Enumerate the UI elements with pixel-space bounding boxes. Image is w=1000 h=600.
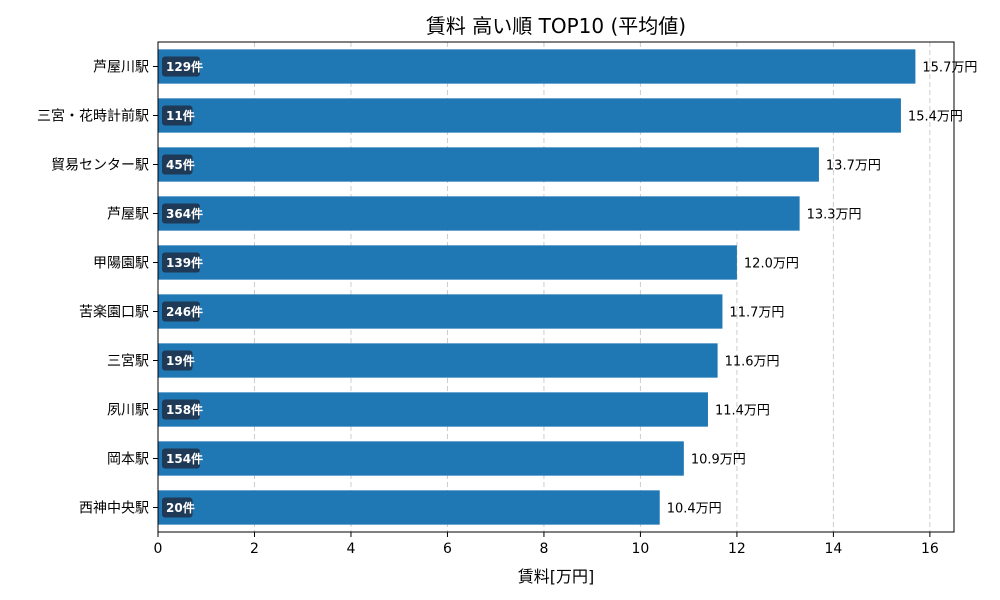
x-tick-label: 12 <box>728 541 746 557</box>
category-label: 苦楽園口駅 <box>79 305 149 321</box>
count-badge <box>162 154 193 175</box>
value-label: 12.0万円 <box>744 257 799 272</box>
bar <box>158 49 916 84</box>
count-badge <box>162 105 193 126</box>
value-label: 11.7万円 <box>729 306 784 321</box>
bar <box>158 392 708 427</box>
count-label: 158件 <box>166 402 203 417</box>
category-label: 西神中央駅 <box>79 501 149 517</box>
x-tick-label: 10 <box>632 541 650 557</box>
count-label: 129件 <box>166 59 203 74</box>
bar <box>158 343 718 378</box>
count-label: 20件 <box>166 500 195 515</box>
category-label: 岡本駅 <box>107 452 149 468</box>
value-label: 10.9万円 <box>691 453 746 468</box>
category-label: 夙川駅 <box>107 403 149 419</box>
bar <box>158 441 684 476</box>
x-tick-label: 6 <box>443 541 452 557</box>
x-axis-label: 賃料[万円] <box>518 567 595 586</box>
count-label: 19件 <box>166 353 195 368</box>
category-label: 貿易センター駅 <box>51 158 149 174</box>
bar <box>158 196 800 231</box>
count-badge <box>162 252 200 273</box>
category-label: 甲陽園駅 <box>93 256 149 272</box>
count-label: 154件 <box>166 451 203 466</box>
bar <box>158 490 660 525</box>
x-tick-label: 16 <box>921 541 939 557</box>
count-badge <box>162 203 200 224</box>
value-label: 11.4万円 <box>715 404 770 419</box>
bars: 129件 15.7万円 11件 15.4万円 45件 13.7万円 364件 13.3万円 13… <box>158 49 977 525</box>
x-tick-label: 14 <box>824 541 842 557</box>
value-label: 15.7万円 <box>922 61 977 76</box>
count-label: 364件 <box>166 206 203 221</box>
x-tick-label: 2 <box>250 541 259 557</box>
bar <box>158 294 723 329</box>
count-badge <box>162 350 193 371</box>
x-tick-label: 4 <box>347 541 356 557</box>
category-label: 三宮駅 <box>107 354 149 370</box>
value-label: 15.4万円 <box>908 110 963 125</box>
x-tick-label: 8 <box>539 541 548 557</box>
value-label: 13.3万円 <box>807 208 862 223</box>
axes: 芦屋川駅三宮・花時計前駅貿易センター駅芦屋駅甲陽園駅苦楽園口駅三宮駅夙川駅岡本駅… <box>37 41 955 557</box>
chart-title: 賃料 高い順 TOP10 (平均値) <box>426 14 686 38</box>
count-badge <box>162 56 200 77</box>
category-label: 芦屋川駅 <box>93 60 149 76</box>
count-badge <box>162 301 200 322</box>
plot-frame <box>157 41 955 533</box>
count-label: 11件 <box>166 108 195 123</box>
bar <box>158 147 819 182</box>
x-tick-label: 0 <box>154 541 163 557</box>
value-label: 13.7万円 <box>826 159 881 174</box>
count-badge <box>162 399 200 420</box>
count-label: 139件 <box>166 255 203 270</box>
count-badge <box>162 497 193 518</box>
count-label: 45件 <box>166 157 195 172</box>
category-label: 芦屋駅 <box>107 207 149 223</box>
value-label: 11.6万円 <box>725 355 780 370</box>
bar <box>158 98 901 133</box>
count-label: 246件 <box>166 304 203 319</box>
category-label: 三宮・花時計前駅 <box>37 108 149 125</box>
value-label: 10.4万円 <box>667 502 722 517</box>
bar <box>158 245 737 280</box>
count-badge <box>162 448 200 469</box>
